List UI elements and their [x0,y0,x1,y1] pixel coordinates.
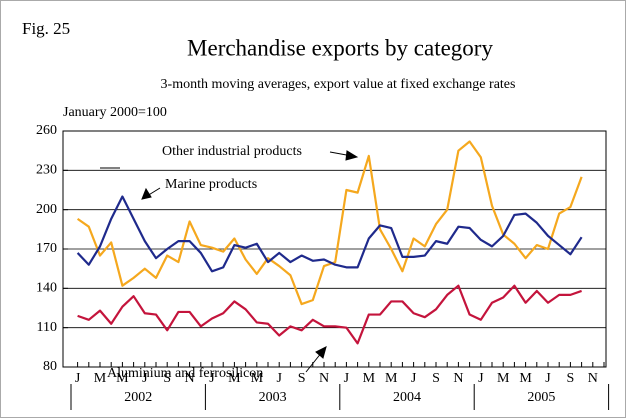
series-line [76,140,583,306]
x-tick-label: M [116,371,129,386]
y-tick-label: 170 [36,241,57,256]
year-label: 2005 [527,390,555,405]
x-tick-label: S [432,371,440,386]
x-tick-label: N [319,371,329,386]
x-tick-label: N [588,371,598,386]
series-line [76,195,583,273]
x-tick-label: S [163,371,171,386]
x-tick-label: N [453,371,463,386]
x-tick-label: N [185,371,195,386]
x-tick-label: J [545,371,551,386]
x-tick-label: J [142,371,148,386]
x-tick-label: J [344,371,350,386]
x-tick-label: M [363,371,376,386]
annotation: Other industrial products [162,144,302,159]
x-tick-label: J [478,371,484,386]
x-tick-label: J [75,371,81,386]
x-tick-label: J [209,371,215,386]
x-tick-label: M [251,371,264,386]
y-tick-label: 230 [36,163,57,178]
chart-title: Merchandise exports by category [187,35,493,60]
y-tick-label: 260 [36,123,57,138]
x-tick-label: J [411,371,417,386]
x-tick-label: M [497,371,510,386]
x-tick-label: M [519,371,532,386]
chart-subtitle: 3-month moving averages, export value at… [161,77,516,92]
annotation: Aluminium and ferrosilicon [107,366,263,381]
x-tick-label: S [298,371,306,386]
x-tick-label: S [567,371,575,386]
year-label: 2003 [259,390,287,405]
y-tick-label: 140 [36,281,57,296]
year-label: 2002 [124,390,152,405]
figure-label: Fig. 25 [22,19,70,38]
year-label: 2004 [393,390,421,405]
y-tick-label: 80 [43,359,57,374]
annotation: Marine products [165,177,257,192]
series-line [77,284,582,345]
y-tick-label: 110 [37,320,57,335]
arrows [100,150,359,373]
y-tick-label: 200 [36,202,57,217]
y-axis-label: January 2000=100 [63,105,167,120]
x-tick-label: M [385,371,398,386]
x-tick-label: M [94,371,107,386]
x-tick-label: M [228,371,241,386]
x-tick-label: J [276,371,282,386]
